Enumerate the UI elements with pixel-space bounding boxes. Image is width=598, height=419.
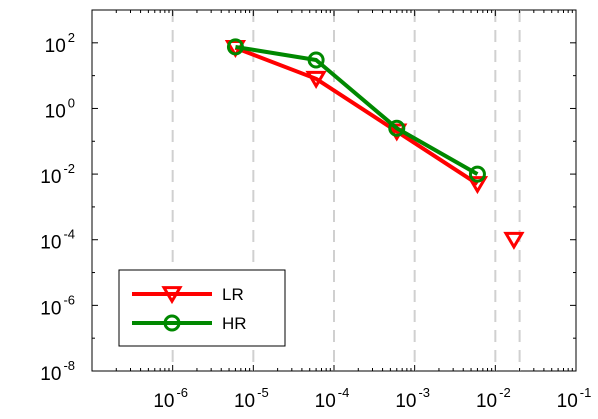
legend-box: [118, 269, 286, 347]
data-point-HR: [468, 165, 486, 183]
data-point-LR: [305, 70, 327, 89]
legend: LR HR: [118, 269, 286, 347]
x-tick-label: 10 -5: [234, 385, 269, 412]
y-tick-label: 10 0: [45, 95, 75, 122]
series-line-HR: [235, 44, 479, 176]
axis-ticks: [91, 9, 577, 372]
x-tick-label: 10 -2: [476, 385, 511, 412]
x-tick-label: 10 -6: [153, 385, 188, 412]
data-point-HR: [388, 119, 406, 137]
x-tick-label: 10 -3: [395, 385, 430, 412]
y-tick-label: 10 -8: [40, 358, 75, 385]
legend-label-HR: HR: [222, 314, 247, 333]
x-tick-label: 10 -1: [557, 385, 592, 412]
y-tick-label: 10 -4: [40, 227, 75, 254]
data-point-LR: [503, 231, 525, 250]
x-tick-label: 10 -4: [315, 385, 350, 412]
x-axis-tick-labels: 10 -6 10 -5 10 -4 10 -3 10 -2 10 -1: [153, 385, 591, 412]
data-point-LR: [466, 176, 489, 195]
data-point-HR: [307, 51, 325, 69]
series-line-LR: [234, 46, 479, 186]
series-HR: [226, 38, 486, 183]
legend-marker-LR: [161, 286, 183, 305]
y-tick-label: 10 -2: [40, 161, 75, 188]
legend-label-LR: LR: [222, 285, 244, 304]
series-layer: [224, 38, 525, 250]
y-tick-label: 10 2: [45, 30, 75, 57]
legend-marker-HR: [163, 314, 181, 332]
y-tick-label: 10 -6: [40, 292, 75, 319]
data-point-HR: [226, 38, 244, 56]
